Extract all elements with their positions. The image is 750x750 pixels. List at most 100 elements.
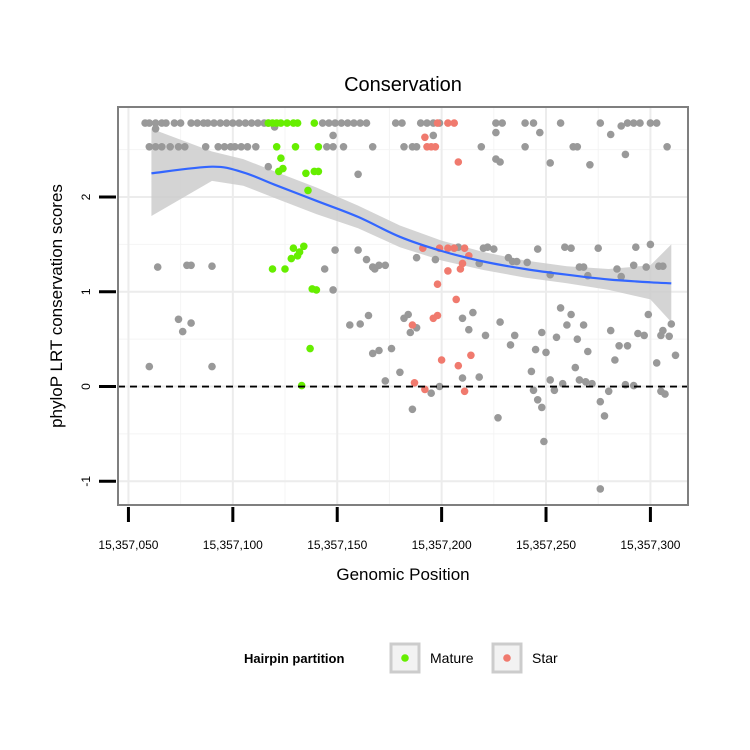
data-point-star <box>444 244 452 252</box>
data-point-other <box>427 389 436 398</box>
data-point-other <box>536 128 544 137</box>
data-point-other <box>652 359 661 367</box>
data-point-other <box>458 374 467 382</box>
data-point-other <box>606 130 615 139</box>
legend-dot-mature <box>401 654 409 662</box>
data-point-other <box>629 381 638 390</box>
data-point-star <box>408 321 417 329</box>
data-point-other <box>483 243 492 251</box>
data-point-other <box>252 143 260 151</box>
data-point-other <box>475 373 484 381</box>
data-point-other <box>611 356 619 364</box>
smooth-line-layer <box>151 165 672 285</box>
data-point-other <box>398 119 406 127</box>
data-point-other <box>329 131 337 140</box>
legend-dot-star <box>503 654 511 662</box>
y-tick-label: 0 <box>79 383 93 390</box>
data-point-other <box>231 143 239 151</box>
data-point-other <box>561 243 569 251</box>
data-point-other <box>621 150 630 159</box>
data-point-other <box>496 158 504 166</box>
data-point-other <box>596 119 605 127</box>
data-point-other <box>174 143 183 151</box>
data-point-other <box>204 119 212 127</box>
grid-lines <box>118 107 688 505</box>
data-point-mature <box>300 242 308 251</box>
data-point-other <box>362 119 371 127</box>
data-point-mature <box>272 143 281 151</box>
data-point-other <box>387 344 396 353</box>
data-point-other <box>416 119 425 127</box>
data-point-star <box>444 267 452 275</box>
data-point-star <box>433 119 442 127</box>
data-point-mature <box>314 167 323 176</box>
data-point-star <box>460 387 469 396</box>
data-point-other <box>606 326 615 335</box>
data-point-mature <box>289 244 298 252</box>
data-point-other <box>210 119 218 127</box>
data-point-other <box>237 143 245 151</box>
data-point-other <box>538 403 546 412</box>
data-point-star <box>433 280 442 289</box>
data-point-other <box>412 143 421 151</box>
data-point-mature <box>304 186 312 195</box>
data-point-other <box>178 327 187 336</box>
data-point-other <box>546 159 554 167</box>
data-point-other <box>145 119 154 127</box>
data-point-other <box>187 261 195 270</box>
data-point-other <box>634 329 642 338</box>
data-point-mature <box>312 286 321 294</box>
confidence-ribbon-layer <box>151 128 672 323</box>
data-point-other <box>381 261 390 270</box>
data-point-other <box>529 386 538 395</box>
data-point-other <box>510 331 519 340</box>
data-point-mature <box>302 169 310 178</box>
data-point-other <box>579 321 588 329</box>
data-point-other <box>542 348 550 357</box>
data-point-other <box>181 143 189 151</box>
data-point-other <box>646 240 655 249</box>
y-axis-title: phyloP LRT conservation scores <box>47 184 66 428</box>
data-point-other <box>362 255 371 264</box>
data-point-mature <box>293 119 302 127</box>
data-point-other <box>343 119 352 127</box>
data-point-other <box>629 119 638 127</box>
x-tick-label: 15,357,100 <box>203 538 263 552</box>
data-point-other <box>375 346 383 355</box>
legend: Hairpin partition Mature Star <box>244 642 558 674</box>
data-point-other <box>400 143 408 151</box>
data-point-other <box>529 119 538 127</box>
data-point-other <box>368 143 377 151</box>
data-point-other <box>187 119 195 127</box>
data-point-other <box>176 119 185 127</box>
data-point-mature <box>279 164 287 173</box>
data-point-other <box>492 119 500 127</box>
data-point-other <box>629 261 638 270</box>
data-point-other <box>586 161 594 169</box>
data-point-other <box>423 119 431 127</box>
data-point-other <box>623 119 632 127</box>
data-point-other <box>571 363 580 372</box>
data-point-other <box>538 328 546 337</box>
data-point-other <box>216 119 225 127</box>
data-point-other <box>632 243 640 251</box>
data-point-other <box>558 379 567 388</box>
chart-title: Conservation <box>344 74 462 96</box>
data-point-star <box>444 119 452 127</box>
x-axis: 15,357,050 15,357,100 15,357,150 15,357,200… <box>98 507 681 552</box>
data-point-mature <box>314 143 323 151</box>
x-tick-label: 15,357,200 <box>412 538 472 552</box>
data-point-star <box>452 295 461 304</box>
data-point-other <box>254 119 262 127</box>
confidence-ribbon <box>151 128 672 323</box>
data-point-star <box>467 351 475 360</box>
data-point-other <box>151 143 160 151</box>
data-point-other <box>406 328 415 337</box>
data-point-other <box>193 119 202 127</box>
data-point-mature <box>310 119 319 127</box>
data-point-other <box>214 143 222 151</box>
data-point-other <box>613 265 621 273</box>
data-point-other <box>533 245 542 253</box>
data-point-mature <box>306 344 314 353</box>
data-point-star <box>450 119 459 127</box>
